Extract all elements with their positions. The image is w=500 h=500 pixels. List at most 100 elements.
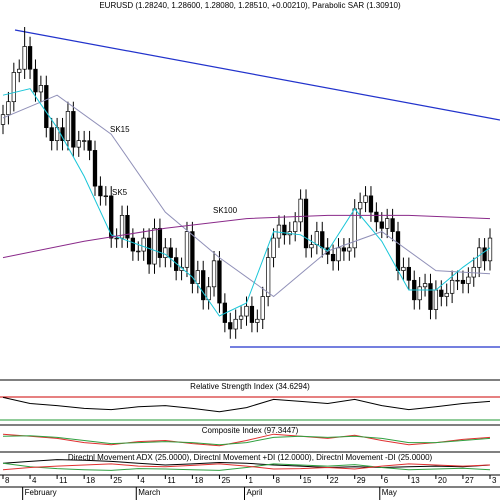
x-tick-label: 8 <box>5 476 10 485</box>
candle-body <box>341 247 347 252</box>
series-label: SK5 <box>112 188 128 197</box>
candle-body <box>71 111 76 148</box>
candle-body <box>184 231 190 268</box>
candle-body <box>271 237 276 258</box>
moving-average-line <box>2 94 491 298</box>
chart-title: EURUSD (1.28240, 1.28600, 1.28080, 1.285… <box>99 1 401 10</box>
candle-body <box>157 227 163 258</box>
candle-body <box>293 221 298 232</box>
candle-body <box>119 215 125 239</box>
series-label: SK100 <box>213 206 238 215</box>
candle-body <box>401 266 406 271</box>
x-tick-label: 6 <box>384 476 389 485</box>
x-tick-label: 22 <box>330 476 339 485</box>
candle-body <box>98 185 103 197</box>
candle-body <box>238 315 244 320</box>
candle-body <box>65 111 71 142</box>
candle-body <box>336 247 341 262</box>
candle-body <box>368 195 374 213</box>
candle-body <box>44 85 49 129</box>
candle-body <box>87 140 92 151</box>
candle-body <box>168 247 173 258</box>
candle-body <box>395 231 401 271</box>
candle-body <box>265 257 271 297</box>
candle-body <box>136 250 141 253</box>
month-label: April <box>247 488 263 497</box>
candle-body <box>163 247 168 258</box>
x-tick-label: 20 <box>438 476 447 485</box>
x-tick-label: 3 <box>492 476 497 485</box>
candle-body <box>244 305 249 317</box>
candle-body <box>357 202 363 210</box>
candle-body <box>460 279 466 284</box>
candle-body <box>82 140 87 142</box>
candle-body <box>228 322 233 330</box>
candle-body <box>152 227 157 265</box>
candle-body <box>449 279 455 294</box>
candle-body <box>114 237 119 240</box>
x-tick-label: 11 <box>167 476 176 485</box>
candle-body <box>190 231 195 284</box>
candle-body <box>385 218 390 229</box>
candle-body <box>130 237 136 252</box>
candle-body <box>482 247 487 262</box>
candle-body <box>249 305 255 323</box>
candle-body <box>439 289 444 297</box>
x-tick-label: 18 <box>86 476 95 485</box>
x-tick-label: 15 <box>303 476 312 485</box>
x-tick-label: 11 <box>59 476 68 485</box>
candle-body <box>433 289 439 310</box>
candle-body <box>195 270 200 284</box>
candle-body <box>17 68 22 73</box>
candle-body <box>211 260 217 288</box>
candle-body <box>314 231 319 245</box>
candle-body <box>141 237 146 252</box>
candle-body <box>260 296 265 320</box>
x-tick-label: 29 <box>357 476 366 485</box>
candle-body <box>201 270 206 301</box>
candle-body <box>38 85 44 93</box>
x-tick-label: 18 <box>194 476 203 485</box>
candle-body <box>444 292 449 297</box>
pane-title: Composite Index (97.3447) <box>202 426 299 435</box>
pane-title: Relative Strength Index (34.6294) <box>190 382 310 391</box>
candle-body <box>379 221 384 229</box>
candle-body <box>374 211 379 223</box>
indicator-line <box>2 459 491 469</box>
candle-body <box>390 218 395 232</box>
indicator-line <box>2 462 491 471</box>
moving-average-line <box>2 88 491 317</box>
candle-body <box>298 198 303 223</box>
month-label: February <box>25 488 57 497</box>
candle-body <box>428 283 433 310</box>
moving-average-line <box>2 214 491 259</box>
pane-title: Directnl Movement ADX (25.0000), Directn… <box>68 453 433 462</box>
candle-body <box>303 198 309 249</box>
candle-body <box>406 266 411 281</box>
candle-body <box>477 247 482 268</box>
month-label: March <box>138 488 160 497</box>
x-tick-label: 27 <box>465 476 474 485</box>
candle-body <box>309 244 314 249</box>
candle-body <box>0 114 6 125</box>
indicator-line <box>2 463 491 471</box>
candle-body <box>417 286 422 301</box>
candle-body <box>125 215 130 239</box>
candle-body <box>422 283 428 288</box>
candle-body <box>233 318 238 330</box>
candle-body <box>109 195 114 239</box>
candle-body <box>282 224 287 236</box>
candle-body <box>466 276 471 284</box>
candle-body <box>103 195 108 198</box>
candle-body <box>49 127 54 142</box>
month-label: May <box>382 488 397 497</box>
candle-body <box>347 247 352 252</box>
series-label: SK15 <box>110 125 130 134</box>
candle-body <box>255 318 260 323</box>
candle-body <box>11 72 16 103</box>
indicator-line <box>2 433 491 447</box>
x-tick-label: 13 <box>411 476 420 485</box>
indicator-line <box>2 435 491 446</box>
x-tick-label: 25 <box>221 476 230 485</box>
